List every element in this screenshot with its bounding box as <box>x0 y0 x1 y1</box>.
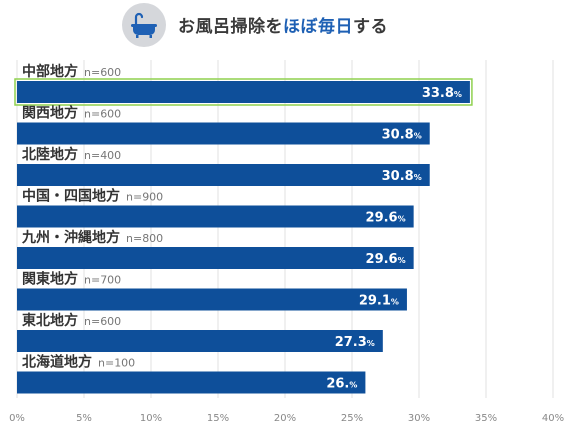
x-tick-label: 35% <box>475 413 497 424</box>
data-label: 26.% <box>326 377 357 392</box>
chart-title: お風呂掃除をほぼ毎日する <box>178 12 388 37</box>
sample-size-label: n=600 <box>84 66 121 79</box>
x-tick-label: 30% <box>408 413 430 424</box>
title-prefix: お風呂掃除を <box>178 17 283 37</box>
bar <box>17 122 430 145</box>
category-label: 北陸地方 <box>22 146 78 163</box>
data-label: 30.8% <box>382 128 422 143</box>
sample-size-label: n=600 <box>84 108 121 121</box>
bathtub-icon <box>122 3 166 47</box>
bar <box>17 205 414 228</box>
x-tick-label: 20% <box>274 413 296 424</box>
x-tick-label: 0% <box>9 413 25 424</box>
bar-highlight-outline <box>14 78 473 106</box>
data-label: 29.6% <box>366 252 406 267</box>
sample-size-label: n=800 <box>126 232 163 245</box>
sample-size-label: n=700 <box>84 274 121 287</box>
bar <box>17 164 430 186</box>
x-tick-label: 25% <box>341 413 363 424</box>
sample-size-label: n=100 <box>98 357 135 370</box>
data-label: 27.3% <box>335 335 375 350</box>
bar <box>17 371 366 394</box>
category-label: 北海道地方 <box>22 354 92 371</box>
category-label: 中国・四国地方 <box>22 188 120 205</box>
sample-size-label: n=600 <box>84 315 121 328</box>
data-label: 29.6% <box>366 211 406 226</box>
category-label: 関西地方 <box>22 105 78 122</box>
x-tick-label: 5% <box>76 413 92 424</box>
x-tick-label: 15% <box>207 413 229 424</box>
bar <box>17 247 414 269</box>
category-label: 東北地方 <box>22 312 78 329</box>
data-label: 29.1% <box>359 294 399 309</box>
bar <box>17 288 407 311</box>
data-label: 30.8% <box>382 169 422 184</box>
category-label: 九州・沖縄地方 <box>21 229 120 246</box>
bar <box>17 81 470 103</box>
category-label: 中部地方 <box>22 63 78 80</box>
title-suffix: する <box>353 17 388 37</box>
title-highlight: ほぼ毎日 <box>283 17 353 37</box>
category-label: 関東地方 <box>22 271 78 288</box>
sample-size-label: n=900 <box>126 191 163 204</box>
x-tick-label: 10% <box>140 413 162 424</box>
x-tick-label: 40% <box>542 413 564 424</box>
sample-size-label: n=400 <box>84 149 121 162</box>
data-label: 33.8% <box>422 86 462 101</box>
bar <box>17 330 383 352</box>
chart-header: お風呂掃除をほぼ毎日する <box>0 0 581 50</box>
